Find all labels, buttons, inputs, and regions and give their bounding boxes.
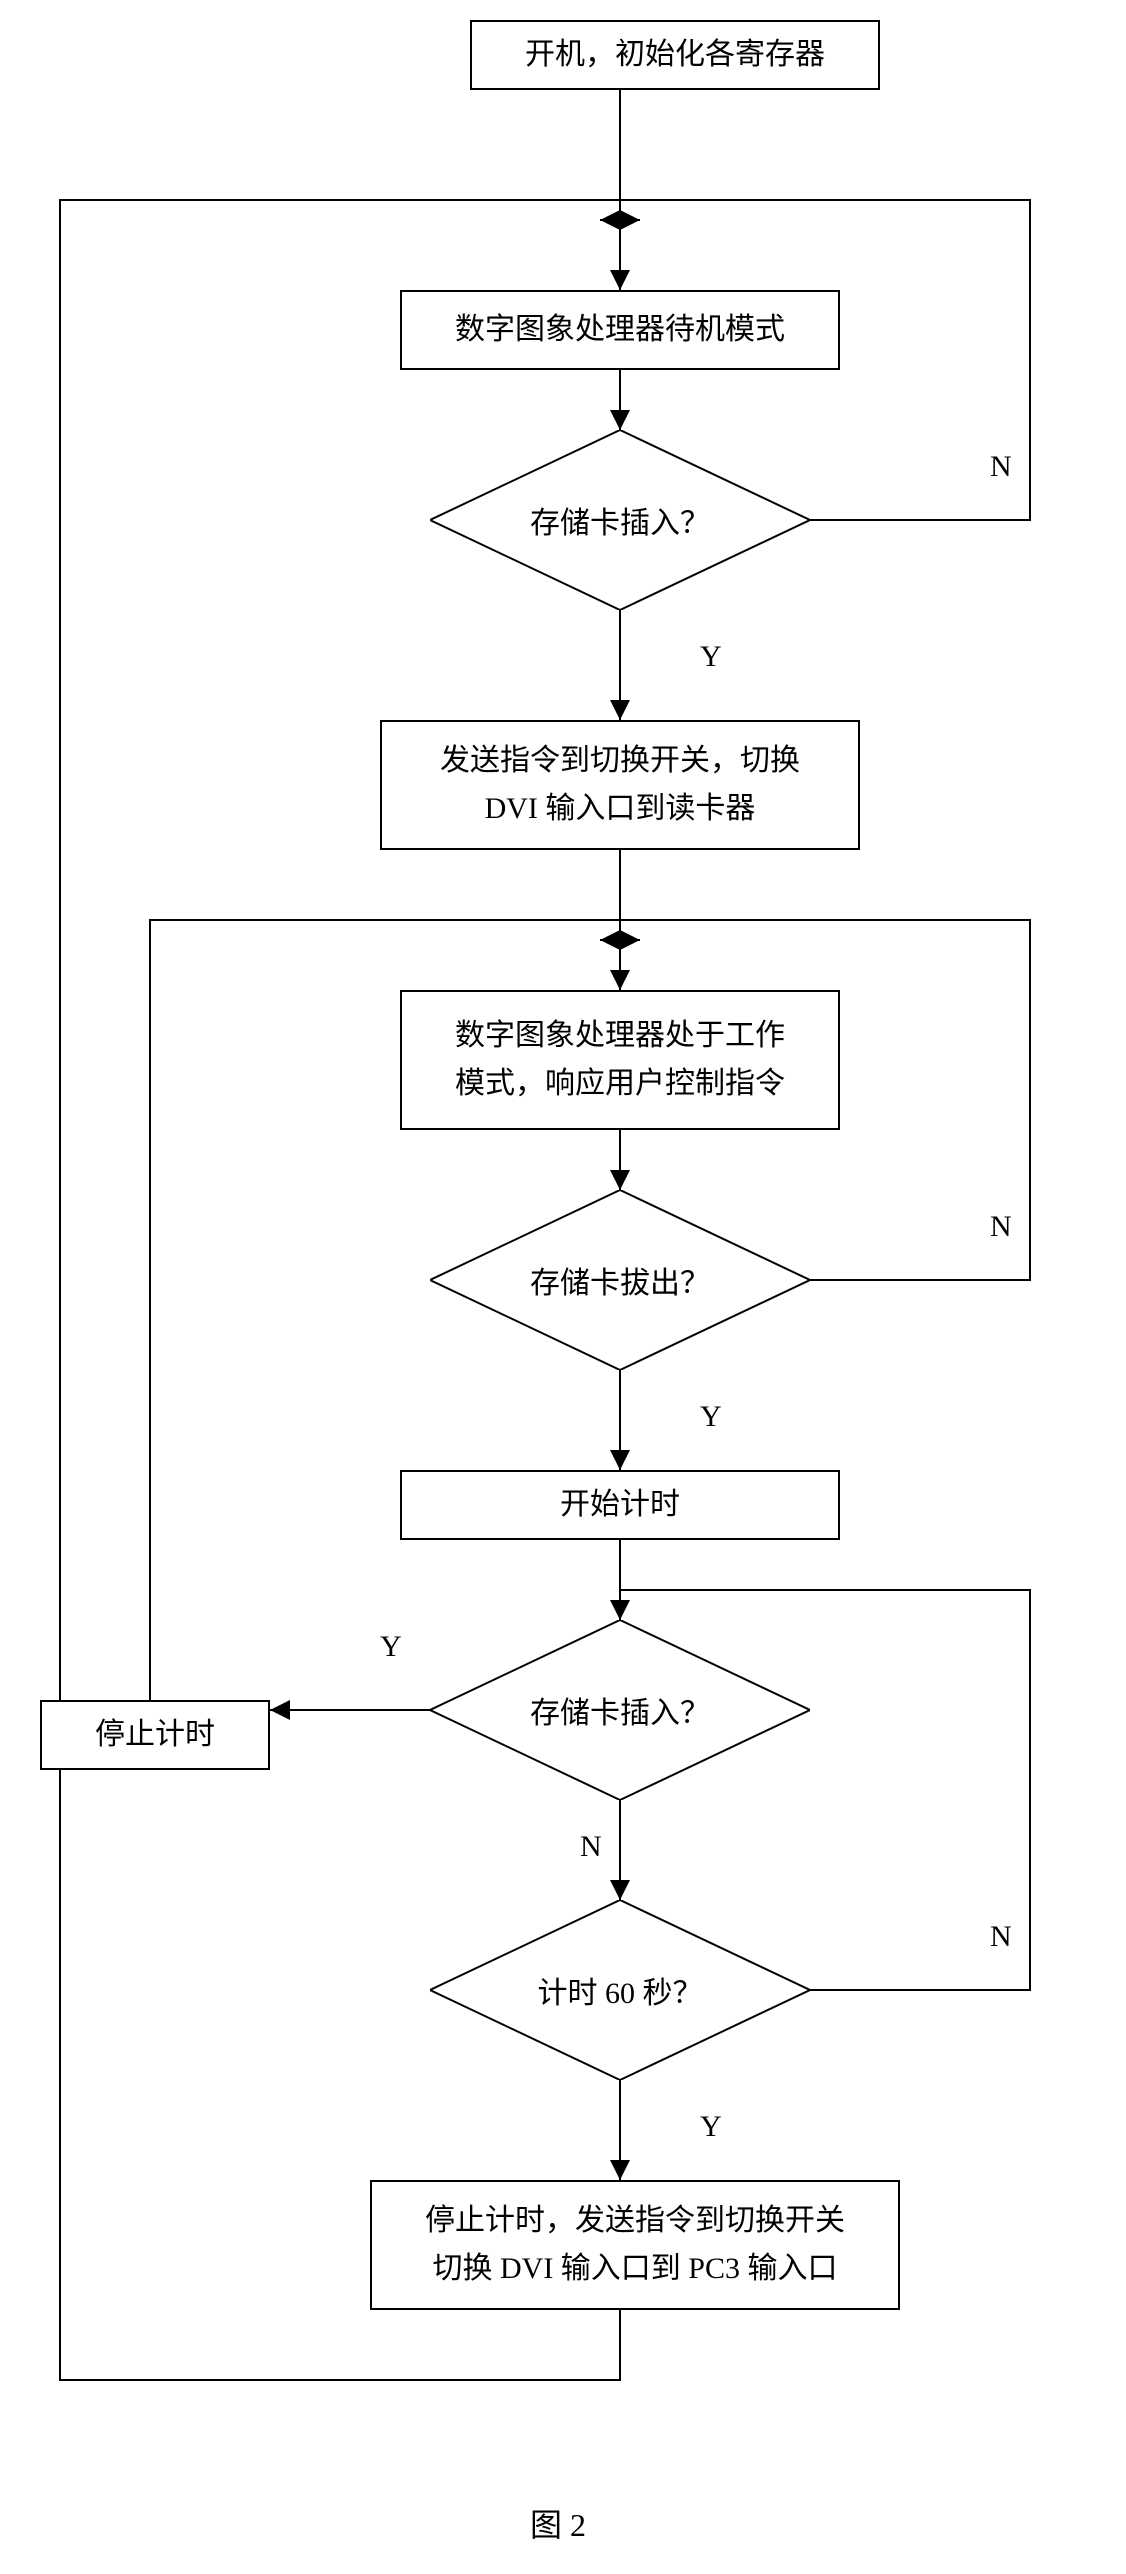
node-switch-dvi-pc3-text: 停止计时，发送指令到切换开关 切换 DVI 输入口到 PC3 输入口 [425,2197,845,2293]
decision-card-inserted-1-text: 存储卡插入？ [530,498,710,542]
decision-card-inserted-2-text: 存储卡插入？ [530,1688,710,1732]
label-d2-y: Y [700,1400,722,1434]
node-start-text: 开机，初始化各寄存器 [525,31,825,79]
decision-timer-60s-text: 计时 60 秒？ [538,1968,703,2012]
node-switch-dvi-pc3: 停止计时，发送指令到切换开关 切换 DVI 输入口到 PC3 输入口 [370,2180,900,2310]
node-standby: 数字图象处理器待机模式 [400,290,840,370]
node-stop-timer-text: 停止计时 [95,1711,215,1759]
node-work-mode-text: 数字图象处理器处于工作 模式，响应用户控制指令 [455,1012,785,1108]
decision-card-inserted-2: 存储卡插入？ [430,1620,810,1800]
label-d1-n: N [990,450,1012,484]
label-d4-y: Y [700,2110,722,2144]
node-stop-timer: 停止计时 [40,1700,270,1770]
node-switch-dvi-reader: 发送指令到切换开关，切换 DVI 输入口到读卡器 [380,720,860,850]
figure-caption: 图 2 [530,2500,586,2546]
label-d2-n: N [990,1210,1012,1244]
node-start-timer-text: 开始计时 [560,1481,680,1529]
node-work-mode: 数字图象处理器处于工作 模式，响应用户控制指令 [400,990,840,1130]
decision-card-inserted-1: 存储卡插入？ [430,430,810,610]
decision-timer-60s: 计时 60 秒？ [430,1900,810,2080]
decision-card-removed: 存储卡拔出？ [430,1190,810,1370]
label-d3-n: N [580,1830,602,1864]
label-d1-y: Y [700,640,722,674]
label-d4-n: N [990,1920,1012,1954]
node-switch-dvi-reader-text: 发送指令到切换开关，切换 DVI 输入口到读卡器 [440,737,800,833]
node-standby-text: 数字图象处理器待机模式 [455,306,785,354]
node-start-timer: 开始计时 [400,1470,840,1540]
decision-card-removed-text: 存储卡拔出？ [530,1258,710,1302]
label-d3-y: Y [380,1630,402,1664]
node-start: 开机，初始化各寄存器 [470,20,880,90]
